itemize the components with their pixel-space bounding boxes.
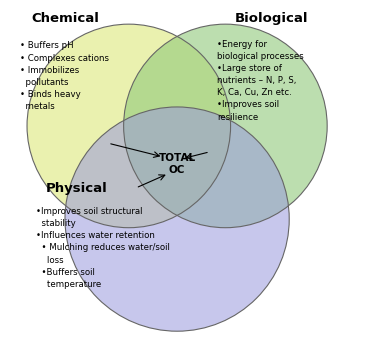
Circle shape	[65, 107, 289, 331]
Text: TOTAL
OC: TOTAL OC	[159, 153, 196, 175]
Text: Biological: Biological	[235, 12, 309, 26]
Text: •Improves soil structural
  stability
•Influences water retention
  • Mulching r: •Improves soil structural stability •Inf…	[36, 207, 170, 289]
Text: •Energy for
biological processes
•Large store of
nutrients – N, P, S,
K, Ca, Cu,: •Energy for biological processes •Large …	[217, 40, 304, 121]
Circle shape	[27, 24, 231, 228]
Text: Chemical: Chemical	[31, 12, 99, 26]
Text: • Buffers pH
• Complexes cations
• Immobilizes
  pollutants
• Binds heavy
  meta: • Buffers pH • Complexes cations • Immob…	[20, 41, 109, 111]
Circle shape	[124, 24, 327, 228]
Text: Physical: Physical	[46, 181, 108, 195]
